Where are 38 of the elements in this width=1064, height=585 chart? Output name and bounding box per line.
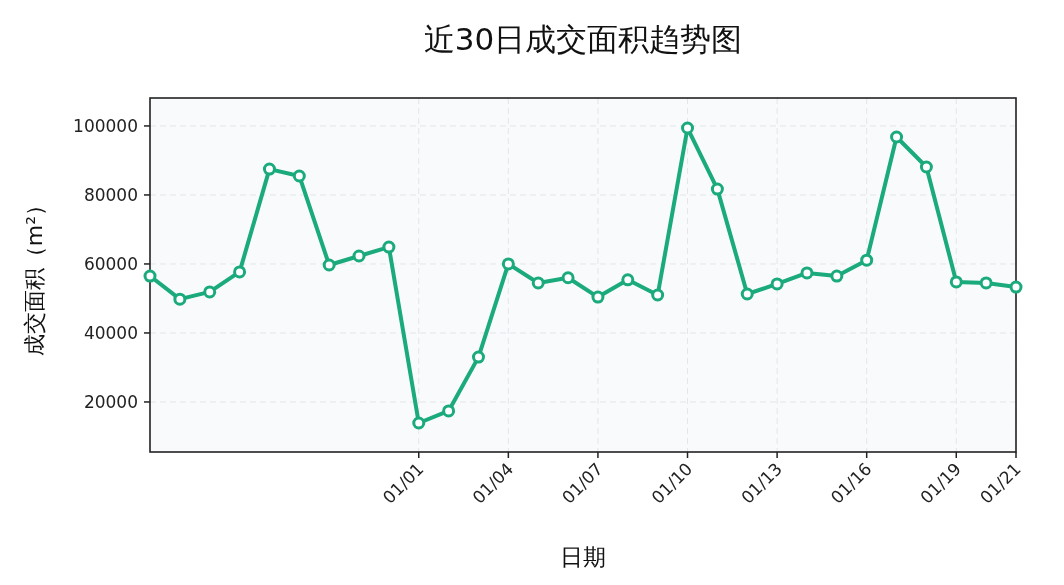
point [740, 287, 754, 301]
point [501, 257, 515, 271]
point [322, 258, 336, 272]
point [173, 292, 187, 306]
point [800, 266, 814, 280]
point [1009, 280, 1023, 294]
point [919, 160, 933, 174]
point [442, 404, 456, 418]
point [352, 249, 366, 263]
point [262, 162, 276, 176]
point [770, 277, 784, 291]
point [830, 269, 844, 283]
point [651, 288, 665, 302]
y-axis-title: 成交面积（m²） [22, 193, 47, 357]
y-tick-label: 80000 [83, 184, 138, 205]
point [203, 285, 217, 299]
y-tick-label: 100000 [73, 115, 138, 136]
point [233, 265, 247, 279]
point [471, 350, 485, 364]
y-tick-label: 20000 [83, 391, 138, 412]
chart-title: 近30日成交面积趋势图 [423, 21, 743, 57]
point [591, 290, 605, 304]
x-axis-title: 日期 [560, 544, 606, 570]
point [949, 275, 963, 289]
point [979, 276, 993, 290]
point [531, 276, 545, 290]
point [561, 271, 575, 285]
point [860, 253, 874, 267]
point [412, 416, 426, 430]
point [382, 240, 396, 254]
point [143, 269, 157, 283]
point [292, 169, 306, 183]
point [621, 273, 635, 287]
y-tick-label: 40000 [83, 322, 138, 343]
point [890, 130, 904, 144]
point [710, 182, 724, 196]
y-tick-label: 60000 [83, 253, 138, 274]
point [681, 121, 695, 135]
